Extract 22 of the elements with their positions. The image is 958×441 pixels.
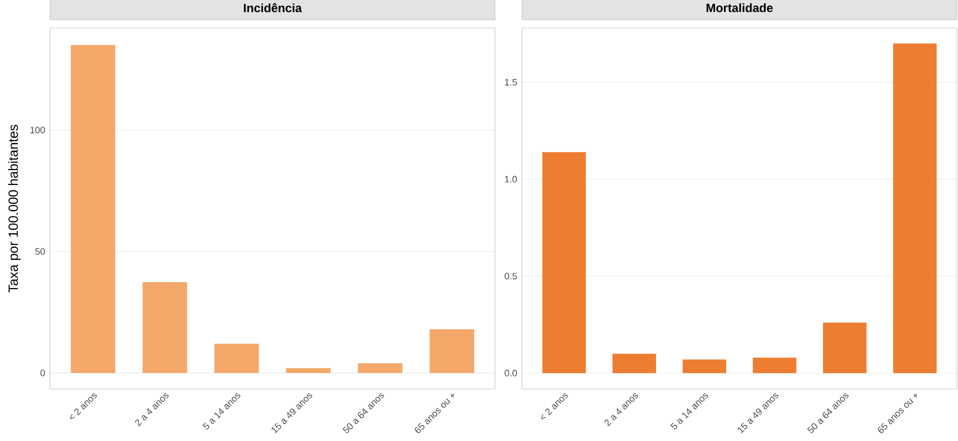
bar	[682, 360, 726, 374]
y-tick-label: 0	[40, 370, 45, 376]
bar	[752, 358, 796, 374]
y-axis-title: Taxa por 100.000 habitantes	[8, 124, 21, 292]
bar	[142, 282, 188, 373]
y-tick-label: 0.0	[504, 370, 517, 376]
y-tick-label: 1.0	[505, 176, 517, 183]
bar	[286, 368, 331, 373]
y-tick-label: 1.5	[505, 79, 517, 86]
bar	[612, 354, 656, 374]
bar	[822, 322, 866, 374]
y-tick-label: 50	[35, 248, 45, 255]
bar	[893, 44, 937, 374]
bar	[214, 344, 259, 373]
bar	[358, 363, 402, 373]
y-tick-label: 100	[30, 126, 45, 134]
bar	[542, 152, 586, 374]
bar	[70, 44, 116, 373]
bar	[430, 329, 474, 373]
y-tick-label: 0.5	[504, 272, 517, 280]
chart-title: Mortalidade	[706, 3, 773, 12]
chart-title: Incidência	[244, 3, 302, 12]
